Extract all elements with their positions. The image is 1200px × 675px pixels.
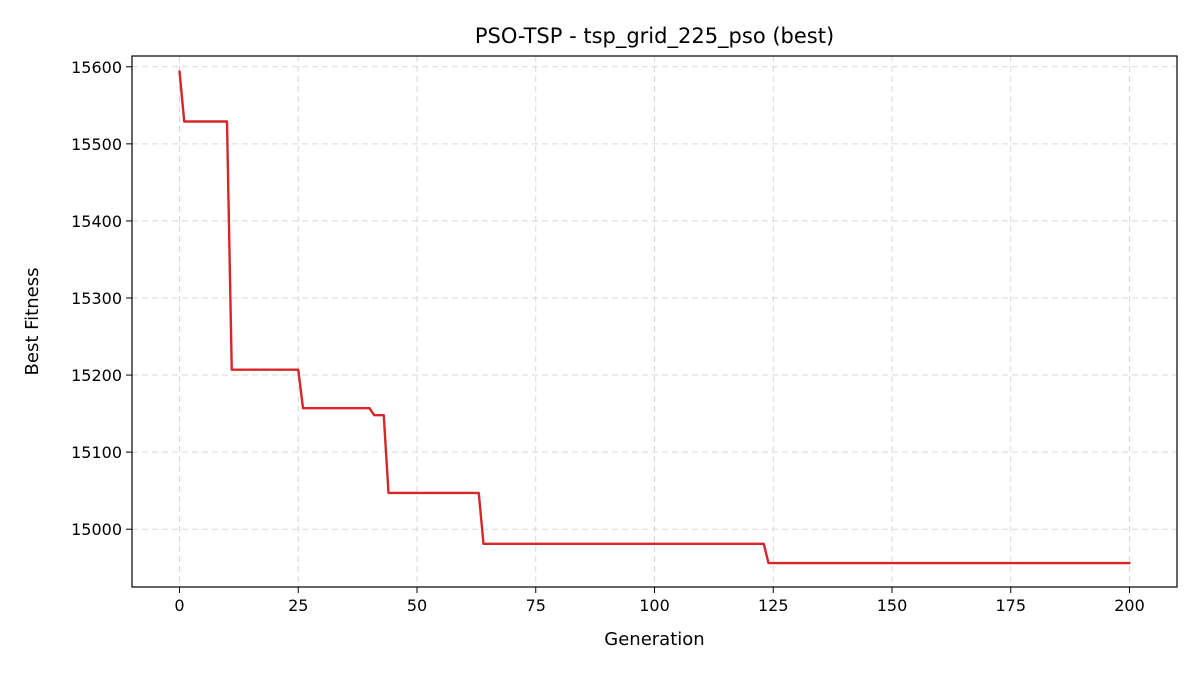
- y-tick-label: 15200: [71, 366, 122, 385]
- y-tick-label: 15000: [71, 520, 122, 539]
- chart-title: PSO-TSP - tsp_grid_225_pso (best): [475, 24, 834, 49]
- x-tick-label: 50: [407, 596, 427, 615]
- grid: [132, 56, 1177, 587]
- x-axis-label: Generation: [604, 629, 704, 650]
- ticks: 0 25 50 75 100 125 150 175 200 15000 15100 15200 153…: [71, 58, 1145, 615]
- x-tick-label: 175: [995, 596, 1026, 615]
- x-tick-label: 200: [1114, 596, 1145, 615]
- x-tick-label: 0: [174, 596, 184, 615]
- y-tick-label: 15600: [71, 58, 122, 77]
- x-tick-label: 25: [288, 596, 308, 615]
- y-axis-label: Best Fitness: [22, 268, 43, 376]
- x-tick-label: 125: [758, 596, 789, 615]
- x-tick-label: 75: [526, 596, 546, 615]
- x-tick-label: 150: [877, 596, 908, 615]
- y-tick-label: 15300: [71, 289, 122, 308]
- series-layer: [178, 70, 1131, 565]
- y-tick-label: 15400: [71, 212, 122, 231]
- best-fitness-line: [178, 70, 1131, 565]
- y-tick-label: 15100: [71, 443, 122, 462]
- x-tick-label: 100: [639, 596, 670, 615]
- y-tick-label: 15500: [71, 135, 122, 154]
